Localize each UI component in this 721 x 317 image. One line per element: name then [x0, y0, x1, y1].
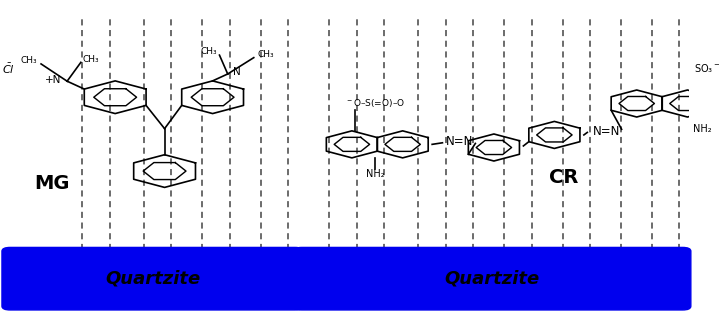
Text: CH₃: CH₃ [21, 56, 37, 65]
Text: N=N: N=N [446, 135, 473, 148]
Text: N: N [233, 68, 241, 77]
Text: $^-$O–S(=O)–O: $^-$O–S(=O)–O [345, 97, 405, 109]
FancyBboxPatch shape [293, 248, 691, 310]
Text: CR: CR [549, 168, 578, 187]
Text: N=N: N=N [593, 125, 620, 138]
Text: Quartzite: Quartzite [105, 270, 200, 288]
Text: +N: +N [45, 74, 61, 85]
FancyBboxPatch shape [2, 248, 303, 310]
Text: $\bar{Cl}$: $\bar{Cl}$ [2, 62, 15, 76]
Text: NH₂: NH₂ [693, 124, 711, 134]
Text: NH₂: NH₂ [366, 169, 385, 178]
Text: Quartzite: Quartzite [445, 270, 540, 288]
Text: SO₃$^-$: SO₃$^-$ [694, 62, 720, 74]
Text: CH₃: CH₃ [200, 48, 218, 56]
Text: CH₃: CH₃ [257, 50, 274, 59]
Text: MG: MG [34, 174, 70, 193]
Text: CH₃: CH₃ [83, 55, 99, 64]
